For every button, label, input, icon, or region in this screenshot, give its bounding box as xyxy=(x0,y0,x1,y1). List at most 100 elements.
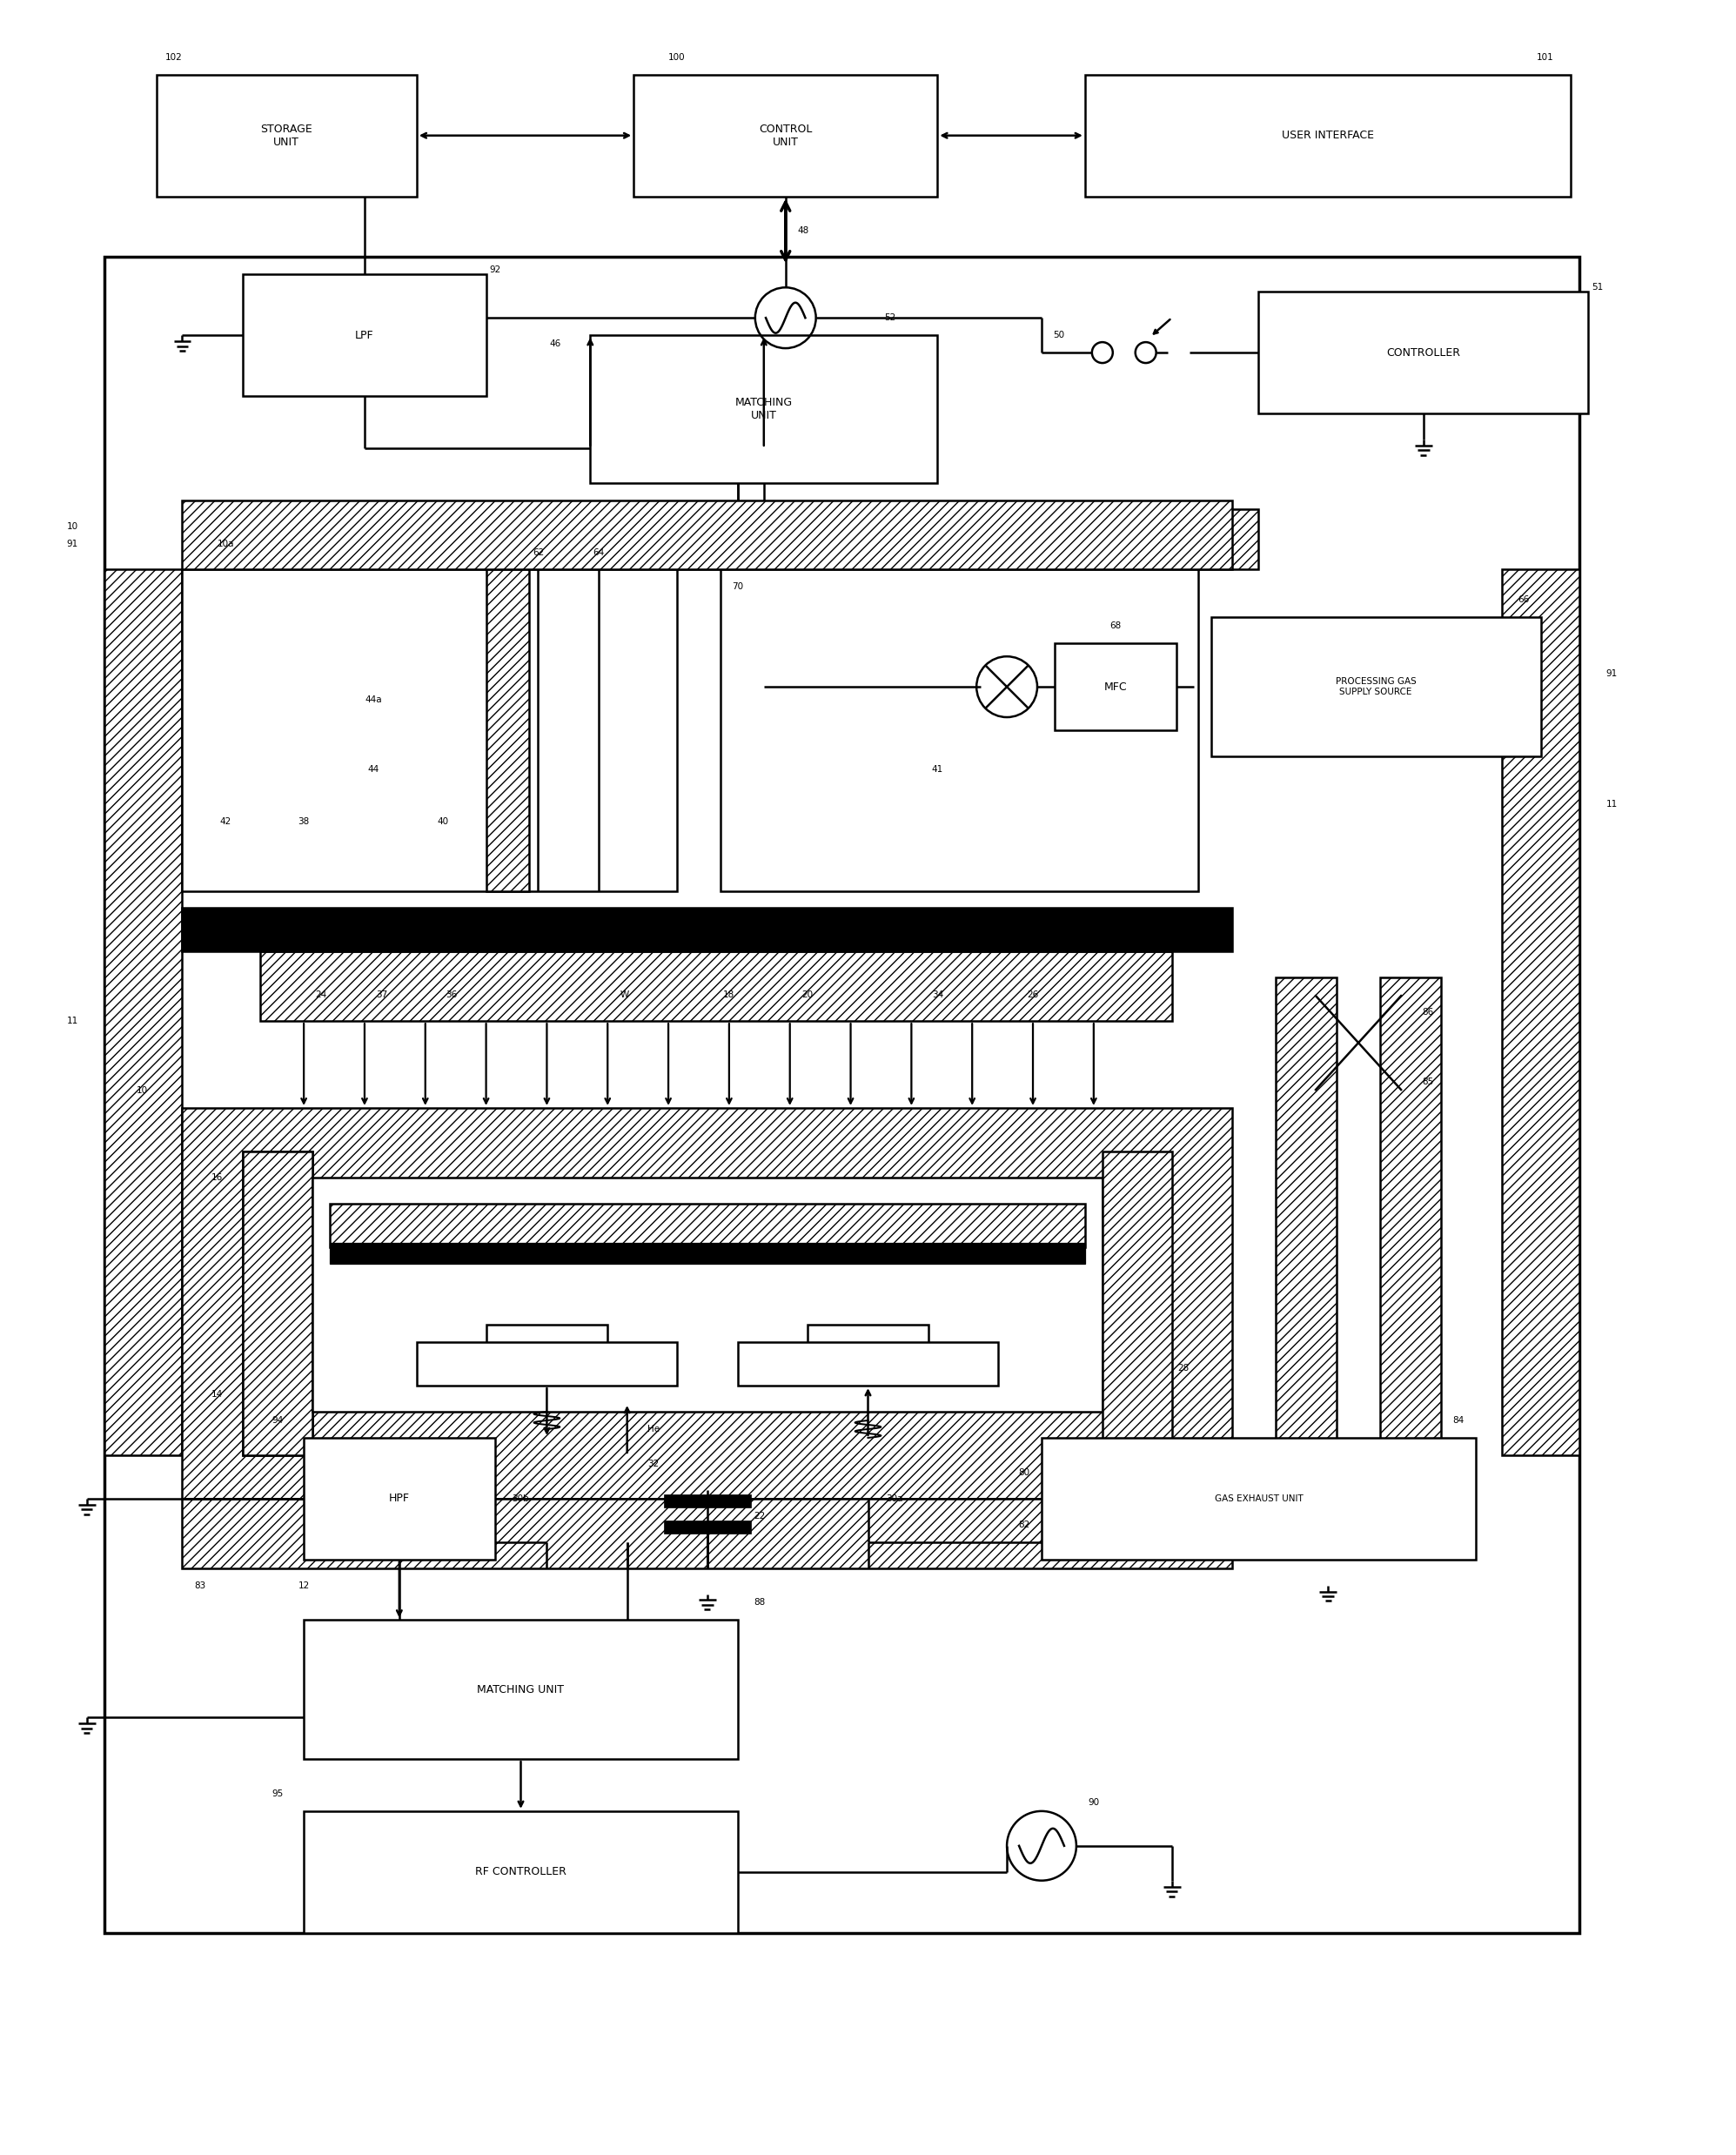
Text: 22: 22 xyxy=(753,1511,766,1519)
Bar xyxy=(304,1437,495,1560)
Bar xyxy=(1380,978,1441,1498)
Text: 20: 20 xyxy=(802,991,812,1000)
Text: 50: 50 xyxy=(1054,332,1064,340)
Bar xyxy=(1054,644,1177,731)
Text: 46: 46 xyxy=(550,340,561,349)
Text: 100: 100 xyxy=(668,54,686,62)
Text: 44a: 44a xyxy=(365,696,382,705)
Bar xyxy=(417,1343,677,1386)
Text: 101: 101 xyxy=(1536,54,1554,62)
Text: 24: 24 xyxy=(316,991,326,1000)
Bar xyxy=(243,274,486,397)
Bar xyxy=(1102,1151,1172,1455)
Text: 28: 28 xyxy=(1177,1364,1189,1373)
Bar xyxy=(738,1343,998,1386)
Text: LPF: LPF xyxy=(356,330,373,340)
Text: CONTROL
UNIT: CONTROL UNIT xyxy=(759,123,812,149)
Text: 83: 83 xyxy=(194,1582,205,1590)
Text: 51: 51 xyxy=(1592,282,1602,291)
Bar xyxy=(486,1325,608,1368)
Text: 10a: 10a xyxy=(217,539,234,547)
Text: W: W xyxy=(620,991,630,1000)
Text: 62: 62 xyxy=(533,547,543,556)
Bar xyxy=(330,1243,1085,1265)
Text: PROCESSING GAS
SUPPLY SOURCE: PROCESSING GAS SUPPLY SOURCE xyxy=(1335,677,1417,696)
Bar xyxy=(1276,978,1337,1498)
Text: 85: 85 xyxy=(1422,1078,1434,1086)
Bar xyxy=(260,953,1172,1021)
Text: CONTROLLER: CONTROLLER xyxy=(1387,347,1460,358)
Text: 26: 26 xyxy=(1028,991,1038,1000)
Bar xyxy=(590,336,937,483)
Text: RF CONTROLLER: RF CONTROLLER xyxy=(476,1866,566,1877)
Text: 12: 12 xyxy=(299,1582,309,1590)
Bar xyxy=(182,500,1233,569)
Text: 42: 42 xyxy=(220,817,231,825)
Bar xyxy=(304,1621,738,1758)
Text: 11: 11 xyxy=(1606,800,1618,808)
Bar xyxy=(1085,75,1571,196)
Text: 40: 40 xyxy=(437,817,448,825)
Text: 10: 10 xyxy=(135,1086,148,1095)
Bar xyxy=(156,75,417,196)
Bar xyxy=(720,569,1198,890)
Text: 44: 44 xyxy=(368,765,378,774)
Text: 30b: 30b xyxy=(512,1493,529,1502)
Bar xyxy=(1212,616,1542,756)
Text: 48: 48 xyxy=(797,226,809,235)
Text: 30a: 30a xyxy=(885,1493,903,1502)
Text: He: He xyxy=(648,1424,660,1433)
Text: 64: 64 xyxy=(594,547,604,556)
Bar xyxy=(260,509,1259,569)
Bar xyxy=(1259,291,1588,414)
Bar xyxy=(182,1108,1233,1498)
Bar xyxy=(182,907,1233,953)
Text: 91: 91 xyxy=(66,539,78,547)
Text: 102: 102 xyxy=(165,54,182,62)
Text: 94: 94 xyxy=(273,1416,283,1424)
Text: 70: 70 xyxy=(733,582,743,590)
Text: 11: 11 xyxy=(66,1017,78,1026)
Bar xyxy=(182,1498,1233,1569)
Text: 16: 16 xyxy=(212,1172,222,1181)
Text: MATCHING UNIT: MATCHING UNIT xyxy=(477,1683,564,1696)
Bar xyxy=(486,569,529,890)
Text: STORAGE
UNIT: STORAGE UNIT xyxy=(260,123,312,149)
Bar xyxy=(243,1151,312,1455)
Bar xyxy=(634,75,937,196)
Bar xyxy=(182,569,677,890)
Bar xyxy=(304,1810,738,1933)
Text: HPF: HPF xyxy=(389,1493,410,1504)
Text: 88: 88 xyxy=(753,1599,766,1608)
Text: 95: 95 xyxy=(273,1789,283,1797)
Text: 34: 34 xyxy=(932,991,943,1000)
Text: 66: 66 xyxy=(1517,595,1529,603)
Text: 82: 82 xyxy=(1019,1519,1029,1528)
Text: 86: 86 xyxy=(1422,1009,1434,1017)
Text: MATCHING
UNIT: MATCHING UNIT xyxy=(734,397,793,420)
Text: 52: 52 xyxy=(884,312,896,323)
Text: 38: 38 xyxy=(299,817,309,825)
Text: 80: 80 xyxy=(1019,1468,1029,1476)
Bar xyxy=(807,1325,929,1368)
Text: 91: 91 xyxy=(1606,670,1618,679)
Text: USER INTERFACE: USER INTERFACE xyxy=(1281,129,1375,142)
Text: 68: 68 xyxy=(1109,621,1121,631)
Text: 37: 37 xyxy=(377,991,387,1000)
Text: 18: 18 xyxy=(724,991,734,1000)
Text: 32: 32 xyxy=(648,1459,660,1468)
Bar xyxy=(1042,1437,1476,1560)
Bar xyxy=(1502,569,1580,1455)
Bar xyxy=(104,569,182,1455)
Bar xyxy=(104,256,1580,1933)
Text: MFC: MFC xyxy=(1104,681,1127,692)
Bar xyxy=(312,1177,1102,1412)
Text: 90: 90 xyxy=(1088,1797,1099,1806)
Text: 92: 92 xyxy=(490,265,500,274)
Bar xyxy=(663,1519,750,1534)
Text: 14: 14 xyxy=(212,1390,222,1399)
Text: 36: 36 xyxy=(446,991,457,1000)
Bar xyxy=(663,1493,750,1506)
Bar xyxy=(330,1202,1085,1248)
Text: GAS EXHAUST UNIT: GAS EXHAUST UNIT xyxy=(1213,1493,1304,1502)
